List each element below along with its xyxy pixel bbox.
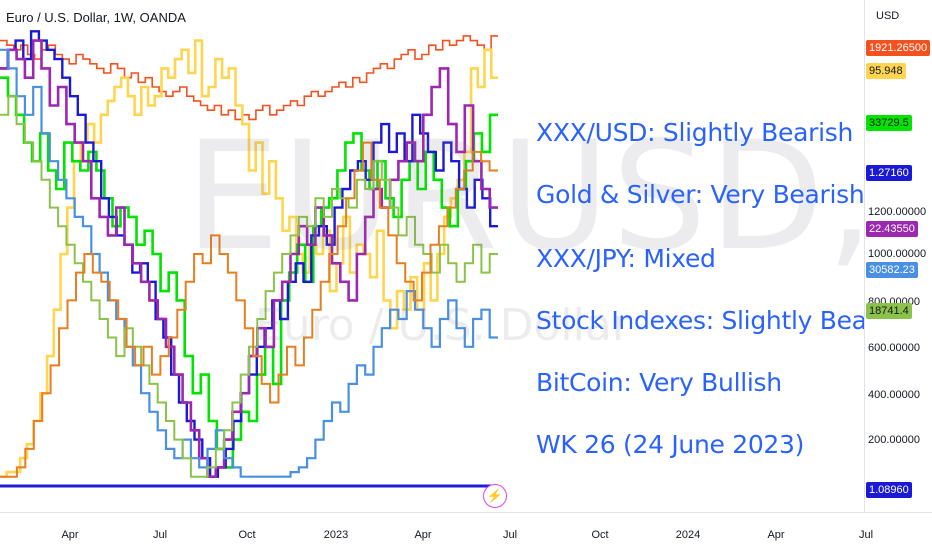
plot-area[interactable]	[0, 0, 932, 512]
lightning-bolt-icon[interactable]: ⚡	[483, 484, 507, 508]
last-value-label: 18741.4	[866, 303, 912, 319]
last-value-label: 95.948	[866, 63, 906, 79]
price-axis[interactable]	[864, 0, 932, 512]
series-line-6	[0, 95, 498, 478]
last-value-label: 30582.23	[866, 262, 918, 278]
price-tick: 1000.00000	[868, 248, 927, 260]
currency-label[interactable]: USD	[876, 10, 900, 22]
price-tick: 200.00000	[868, 434, 920, 446]
time-tick: 2023	[323, 529, 349, 541]
annotation-week: WK 26 (24 June 2023)	[536, 430, 805, 459]
series-line-0	[0, 35, 498, 121]
last-value-label: 1921.26500	[866, 40, 931, 56]
last-value-label: 33729.5	[866, 115, 912, 131]
time-tick: Apr	[61, 529, 79, 541]
symbol-title[interactable]: Euro / U.S. Dollar, 1W, OANDA	[6, 10, 186, 25]
last-value-label: 22.43550	[866, 221, 918, 237]
time-tick: Apr	[767, 529, 785, 541]
time-tick: Jul	[858, 529, 874, 541]
time-axis[interactable]	[0, 512, 932, 551]
price-tick: 1200.00000	[868, 206, 927, 218]
watermark-description: Euro / U.S. Dollar	[255, 300, 630, 351]
annotation-bitcoin: BitCoin: Very Bullish	[536, 368, 782, 397]
series-line-7	[0, 141, 498, 478]
price-tick: 600.00000	[868, 342, 920, 354]
series-line-5	[0, 48, 498, 478]
annotation-xxx-usd: XXX/USD: Slightly Bearish	[536, 118, 853, 147]
series-line-2	[0, 76, 498, 469]
price-tick: 400.00000	[868, 389, 920, 401]
annotation-gold-silver: Gold & Silver: Very Bearish	[536, 180, 865, 209]
time-tick: Jul	[502, 529, 518, 541]
annotation-xxx-jpy: XXX/JPY: Mixed	[536, 244, 716, 273]
series-line-1	[0, 39, 498, 478]
time-tick: Oct	[591, 529, 609, 541]
last-value-label: 1.08960	[866, 482, 912, 498]
time-tick: 2024	[675, 529, 701, 541]
time-tick: Oct	[238, 529, 256, 541]
time-tick: Apr	[414, 529, 432, 541]
watermark-symbol: EURUSD, 1W	[185, 110, 932, 284]
annotation-stock-indexes: Stock Indexes: Slightly Bearish	[536, 306, 912, 335]
time-tick: Jul	[152, 529, 168, 541]
last-value-label: 1.27160	[866, 165, 912, 181]
